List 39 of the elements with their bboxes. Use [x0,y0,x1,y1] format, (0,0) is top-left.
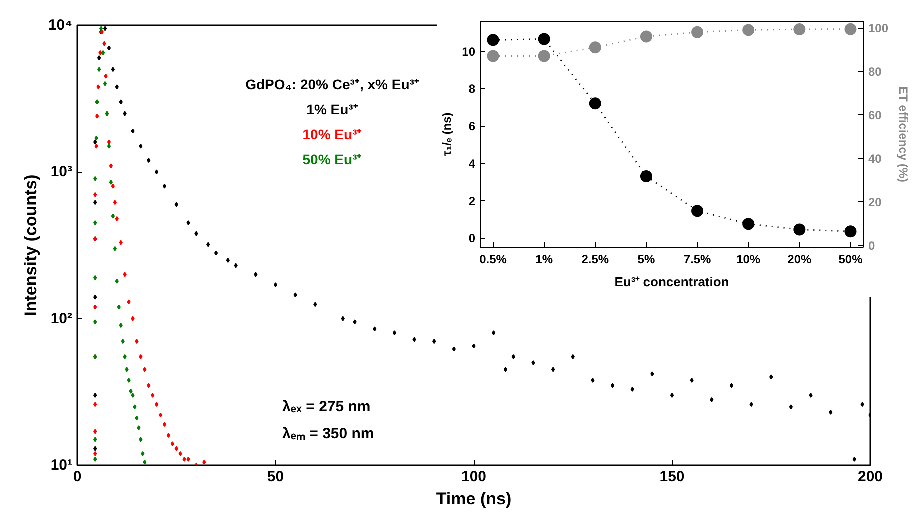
x-tick-label: 20% [788,252,812,266]
y2-tick-label: 40 [868,152,882,166]
legend-title: GdPO₄: 20% Ce³⁺, x% Eu³⁺ [246,76,420,92]
y-tick-label: 6 [468,120,476,134]
y2-tick-label: 100 [868,22,889,36]
annotation: λₑₘ = 350 nm [282,426,374,442]
x-tick-label: 1% [536,252,554,266]
y2-tick-label: 80 [868,64,882,79]
y-tick-label: 10¹ [50,457,73,474]
text: 50% Eu³⁺ [302,152,362,168]
y-tick-label: 8 [468,82,476,96]
x-axis-title: Time (ns) [436,490,512,508]
x-tick-label: 7.5% [684,252,712,266]
annotation: λₑₓ = 275 nm [282,398,371,416]
y2-tick-label: 20 [868,195,882,210]
x-tick-label: 0.5% [480,252,508,266]
x-tick-label: 50% [838,252,864,266]
y2-tick-label: 60 [868,108,882,122]
x-axis-title: Eu³⁺ concentration [614,274,730,290]
y2-axis-title: ET efficiency (%) [896,86,911,183]
text: 1% Eu³⁺ [306,102,358,118]
x-tick-label: 2.5% [582,252,610,266]
x-tick-label: 150 [660,468,685,486]
x-tick-label: 10% [736,252,761,266]
x-tick-label: 100 [461,468,487,486]
x-tick-label: 5% [638,252,656,266]
y-tick-label: 10² [50,310,73,328]
y-tick-label: 10³ [50,164,73,181]
text: 10% Eu³⁺ [302,126,362,142]
y-tick-label: 4 [468,156,476,171]
y-axis-title: Intensity (counts) [21,174,40,316]
y-tick-label: 2 [468,194,476,208]
x-tick-label: 50 [267,468,284,486]
y-tick-label: 10 [462,44,476,59]
y-tick-label: 10⁴ [48,17,73,34]
y2-tick-label: 0 [868,238,876,253]
y-tick-label: 0 [468,232,476,246]
y-axis-title: τ₁/ₑ (ns) [440,112,454,156]
x-tick-label: 200 [858,468,884,486]
